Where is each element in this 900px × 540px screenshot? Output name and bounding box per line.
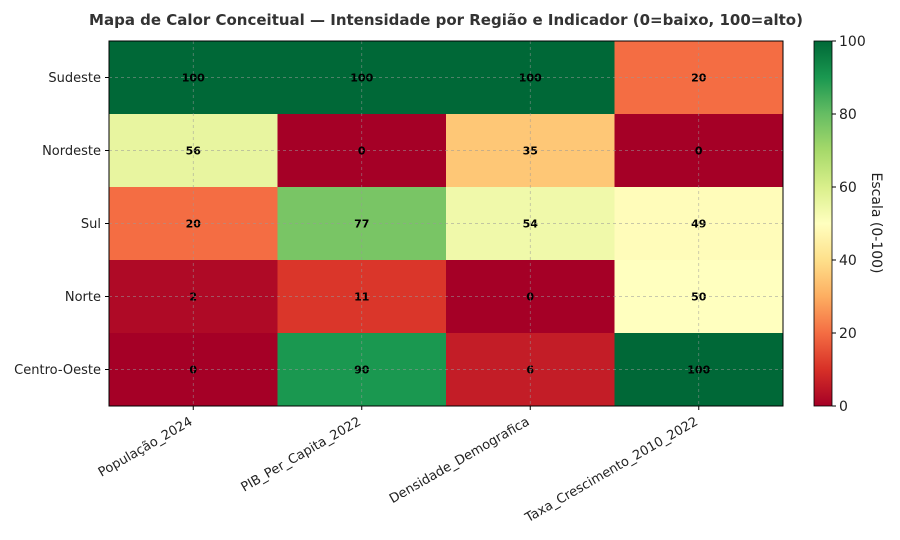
colorbar-tick-label: 0	[839, 399, 848, 415]
cell-value-label: 0	[526, 291, 534, 304]
colorbar-tick-label: 80	[839, 107, 857, 123]
column-labels: População_2024 PIB_Per_Capita_2022 Densida…	[96, 406, 701, 526]
y-tick-label: Norte	[65, 290, 101, 305]
colorbar-tick-label: 40	[839, 253, 857, 269]
cell-value-label: 2	[189, 291, 197, 304]
cell-value-label: 0	[189, 364, 197, 377]
x-tick-label: Taxa_Crescimento_2010_2022	[522, 414, 701, 526]
colorbar-tick-label: 100	[839, 34, 866, 50]
colorbar-tick-label: 20	[839, 326, 857, 342]
y-tick-label: Nordeste	[42, 144, 101, 159]
x-tick-label: PIB_Per_Capita_2022	[239, 414, 364, 495]
colorbar-ticks: 0 20 40 60 80 100	[832, 34, 866, 415]
cell-value-label: 100	[687, 364, 710, 377]
colorbar	[813, 40, 833, 407]
row-labels: Sudeste Nordeste Sul Norte Centro-Oeste	[14, 71, 109, 378]
grid-lines	[109, 41, 783, 406]
x-tick-label: Densidade_Demografica	[387, 414, 532, 507]
colorbar-tick-label: 60	[839, 180, 857, 196]
colorbar-label: Escala (0-100)	[868, 173, 884, 274]
cell-value-label: 90	[354, 364, 370, 377]
y-tick-label: Sul	[81, 217, 101, 232]
cell-value-label: 11	[354, 291, 369, 304]
chart-title: Mapa de Calor Conceitual — Intensidade p…	[89, 11, 803, 29]
cell-value-label: 50	[691, 291, 707, 304]
plot-frame	[108, 40, 784, 407]
cell-value-label: 6	[526, 364, 534, 377]
x-tick-label: População_2024	[96, 414, 195, 480]
y-tick-label: Sudeste	[48, 71, 101, 86]
y-tick-label: Centro-Oeste	[14, 363, 101, 378]
